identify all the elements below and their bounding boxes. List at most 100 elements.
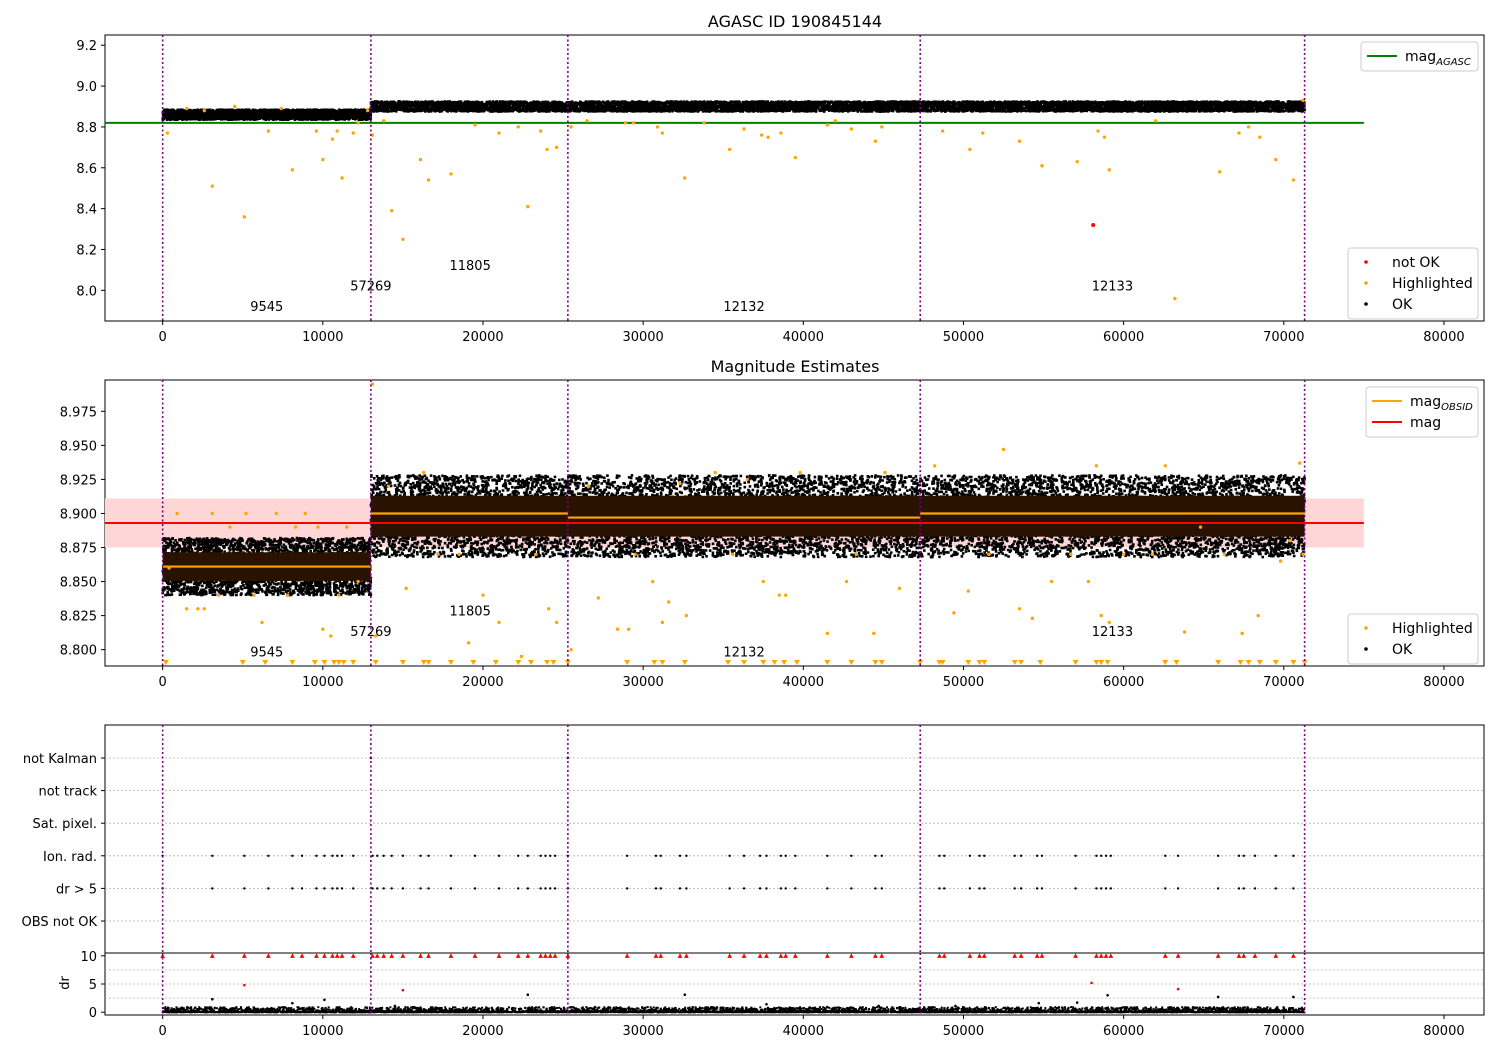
y-tick-label: 8.0 — [76, 284, 97, 299]
x-tick-label: 20000 — [462, 675, 503, 690]
highlighted-point — [783, 593, 788, 597]
dr-point — [683, 993, 687, 997]
dr-clip-marker — [350, 953, 356, 958]
dr-clip-marker — [624, 953, 630, 958]
clipped-marker — [878, 660, 885, 665]
clipped-marker — [741, 660, 748, 665]
clipped-marker — [1290, 660, 1297, 665]
highlighted-point — [1256, 613, 1260, 618]
dr-clip-marker — [265, 953, 271, 958]
highlighted-point — [321, 157, 325, 162]
clipped-marker — [425, 660, 432, 665]
highlighted-point — [987, 552, 991, 557]
legend — [1347, 247, 1479, 320]
dr-point — [877, 1004, 880, 1008]
flag-point — [376, 854, 379, 857]
x-tick-label: 40000 — [783, 330, 824, 345]
highlighted-point — [1291, 178, 1296, 182]
highlighted-point — [1182, 630, 1187, 634]
dr-point — [526, 993, 530, 997]
dr-point — [1292, 995, 1295, 999]
flag-point — [968, 887, 972, 890]
flag-point — [938, 854, 941, 857]
legend-label: OK — [1392, 297, 1413, 313]
flag-point — [978, 854, 981, 857]
highlighted-point — [538, 129, 543, 133]
highlighted-point — [266, 129, 271, 133]
highlighted-point — [825, 631, 830, 636]
clipped-marker — [564, 660, 571, 665]
highlighted-point — [351, 131, 355, 135]
dr-clip-marker — [389, 953, 395, 958]
flag-point — [449, 887, 453, 890]
dr-clip-marker — [299, 953, 305, 958]
highlighted-point — [436, 552, 440, 557]
flag-point — [497, 887, 501, 890]
highlighted-point — [422, 470, 426, 475]
highlighted-point — [554, 145, 559, 150]
flag-point — [850, 887, 853, 890]
y-tick-label: 8.8 — [76, 121, 97, 136]
highlighted-point — [766, 135, 770, 139]
x-tick-label: 80000 — [1423, 675, 1464, 690]
flag-point — [1242, 854, 1245, 857]
dr-clip-marker — [1175, 953, 1181, 958]
clipped-marker — [1215, 660, 1222, 665]
obsid-label: 11805 — [449, 259, 490, 274]
obsid-label: 11805 — [449, 605, 490, 620]
highlighted-point — [426, 178, 431, 182]
dr-point-flagged — [1176, 987, 1180, 991]
highlighted-point — [655, 125, 660, 129]
flag-point — [211, 887, 214, 890]
flag-point — [211, 854, 214, 857]
flags-plot: not Kalman not track Sat. pixel. Ion. rad. d… — [22, 724, 1485, 954]
clipped-marker — [492, 660, 499, 665]
agasc-magnitude-plot: 9545 57269 11805 12132 12133 0 10000 20000 30000… — [76, 34, 1485, 345]
flag-point — [1164, 854, 1167, 857]
clipped-marker — [289, 660, 296, 665]
highlighted-point — [1107, 620, 1111, 625]
highlighted-point — [1288, 539, 1292, 543]
flag-point — [943, 854, 946, 857]
clipped-marker — [1173, 660, 1180, 665]
highlighted-point — [880, 125, 884, 129]
x-tick-label: 40000 — [783, 675, 824, 690]
dr-point-flagged — [401, 988, 405, 992]
flag-point — [336, 854, 339, 857]
flag-point — [371, 887, 374, 890]
flag-point — [449, 854, 453, 857]
highlighted-point — [175, 511, 179, 516]
flag-point — [1040, 887, 1044, 890]
legend — [1365, 386, 1479, 438]
highlighted-point — [1049, 579, 1054, 584]
highlighted-point — [303, 511, 307, 516]
dr-clip-marker — [370, 953, 375, 958]
dr-clip-marker — [941, 953, 947, 958]
flag-point — [880, 887, 883, 890]
flag-point — [728, 887, 731, 890]
flag-point — [553, 854, 557, 857]
highlighted-point — [285, 593, 290, 597]
highlighted-point — [759, 133, 764, 137]
highlighted-point — [252, 593, 256, 597]
dr-point — [1075, 1001, 1079, 1004]
dr-clip-marker — [515, 953, 521, 958]
clipped-marker — [848, 660, 855, 665]
legend-marker — [1364, 302, 1368, 306]
clipped-marker — [372, 660, 379, 665]
flag-point — [1176, 887, 1180, 890]
dr-clip-marker — [1103, 953, 1109, 958]
highlighted-point — [233, 104, 237, 109]
dr-clip-marker — [848, 953, 854, 958]
dr-ok-points — [161, 1006, 1306, 1014]
dr-clip-marker — [1012, 953, 1018, 958]
dr-clip-marker — [322, 953, 327, 958]
flag-point — [779, 887, 783, 890]
clipped-marker — [1104, 660, 1111, 665]
obsid-label: 12132 — [723, 300, 764, 315]
x-tick-label: 60000 — [1103, 330, 1144, 345]
highlighted-point — [1096, 129, 1100, 133]
flag-point — [794, 854, 797, 857]
flag-point — [1074, 854, 1077, 857]
